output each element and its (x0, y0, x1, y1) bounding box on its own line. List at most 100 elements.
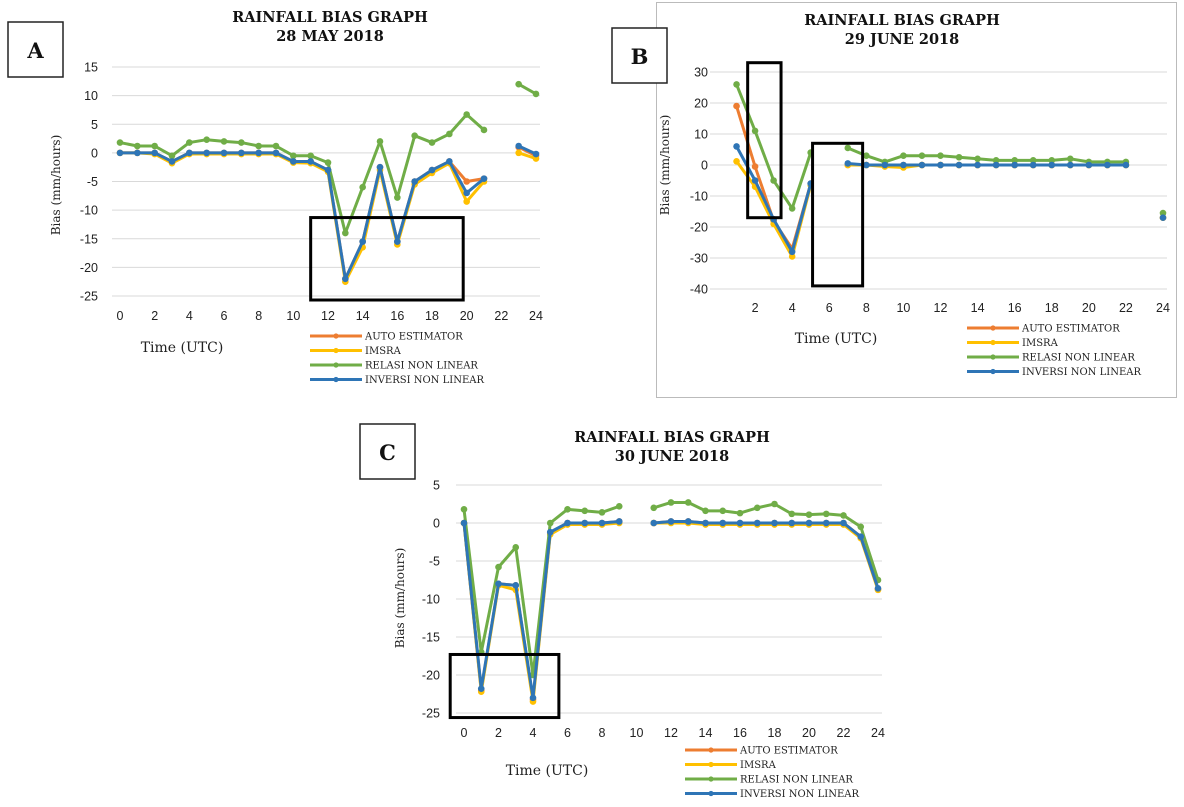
y-tick-label: 0 (433, 517, 440, 531)
data-point-relasi-non-linear (822, 510, 830, 518)
data-point-inversi-non-linear (598, 519, 606, 527)
series-line-inversi-non-linear (653, 519, 880, 589)
y-tick-label: -15 (80, 232, 98, 246)
data-point-inversi-non-linear (667, 518, 675, 525)
data-point-inversi-non-linear (512, 582, 520, 589)
data-point-inversi-non-linear (446, 158, 453, 165)
data-point-relasi-non-linear (650, 504, 658, 512)
legend-label: AUTO ESTIMATOR (1021, 324, 1120, 335)
data-point-inversi-non-linear (650, 519, 658, 527)
data-point-relasi-non-linear (771, 500, 778, 508)
y-tick-label: -10 (422, 593, 440, 607)
data-point-inversi-non-linear (238, 149, 245, 157)
data-point-relasi-non-linear (702, 507, 709, 515)
data-point-inversi-non-linear (918, 161, 926, 169)
data-point-inversi-non-linear (684, 518, 692, 525)
legend-label: IMSRA (365, 346, 402, 357)
x-tick-label: 20 (1082, 301, 1096, 315)
series-line-relasi-non-linear (517, 82, 537, 96)
data-point-relasi-non-linear (719, 507, 727, 515)
data-point-inversi-non-linear (186, 149, 193, 157)
legend: AUTO ESTIMATOR IMSRA RELASI NON LINEAR INVE… (310, 332, 484, 386)
data-point-relasi-non-linear (667, 499, 675, 506)
data-point-inversi-non-linear (255, 149, 262, 157)
data-point-inversi-non-linear (844, 160, 852, 167)
data-point-inversi-non-linear (581, 519, 589, 527)
panel-c-letter-box (359, 423, 416, 480)
legend-marker (333, 362, 339, 368)
data-point-inversi-non-linear (822, 519, 830, 527)
legend-marker (990, 354, 996, 360)
data-point-relasi-non-linear (446, 130, 453, 138)
data-point-inversi-non-linear (702, 519, 709, 527)
data-point-inversi-non-linear (359, 238, 366, 245)
chart-title: RAINFALL BIAS GRAPH (232, 9, 428, 26)
data-point-inversi-non-linear (203, 149, 210, 157)
data-point-imsra (788, 253, 796, 260)
data-point-relasi-non-linear (512, 544, 520, 551)
data-point-inversi-non-linear (480, 175, 488, 182)
x-tick-label: 22 (494, 309, 508, 323)
data-point-relasi-non-linear (168, 152, 176, 160)
y-tick-label: 10 (84, 89, 98, 103)
x-tick-label: 16 (390, 309, 404, 323)
x-tick-label: 16 (1008, 301, 1022, 315)
data-point-relasi-non-linear (736, 509, 744, 517)
legend-label: RELASI NON LINEAR (365, 361, 478, 372)
data-point-inversi-non-linear (168, 158, 176, 165)
y-tick-label: 0 (701, 159, 708, 173)
legend-label: INVERSI NON LINEAR (365, 375, 484, 386)
x-axis-label: Time (UTC) (506, 763, 589, 779)
x-tick-label: 8 (255, 309, 262, 323)
x-tick-label: 0 (461, 726, 468, 740)
data-point-relasi-non-linear (974, 155, 981, 163)
x-axis-label: Time (UTC) (795, 331, 878, 347)
data-point-relasi-non-linear (546, 519, 554, 527)
data-point-auto-estimator (751, 163, 759, 170)
series-line-inversi-non-linear (847, 161, 1126, 167)
data-point-inversi-non-linear (428, 166, 436, 174)
y-tick-label: -15 (422, 631, 440, 645)
data-point-inversi-non-linear (290, 158, 297, 165)
series-line-relasi-non-linear (119, 113, 485, 235)
x-tick-label: 14 (971, 301, 985, 315)
data-point-relasi-non-linear (788, 510, 796, 518)
data-point-relasi-non-linear (581, 507, 589, 515)
legend-marker (708, 790, 714, 797)
data-point-inversi-non-linear (1085, 161, 1093, 169)
data-point-auto-estimator (733, 102, 740, 110)
data-point-inversi-non-linear (495, 580, 502, 588)
data-point-imsra (532, 155, 540, 162)
data-point-relasi-non-linear (992, 157, 1000, 164)
y-tick-label: 0 (91, 146, 98, 160)
x-tick-label: 18 (425, 309, 439, 323)
data-point-relasi-non-linear (857, 523, 865, 531)
data-point-relasi-non-linear (615, 502, 623, 510)
data-point-inversi-non-linear (342, 275, 349, 283)
y-tick-label: -40 (690, 283, 708, 297)
legend-marker (708, 776, 714, 782)
data-point-inversi-non-linear (771, 519, 778, 527)
legend-marker (990, 325, 996, 331)
x-tick-label: 2 (752, 301, 759, 315)
data-point-relasi-non-linear (770, 177, 777, 184)
chart-subtitle: 30 JUNE 2018 (615, 448, 729, 465)
data-point-inversi-non-linear (753, 519, 761, 527)
data-point-relasi-non-linear (495, 563, 502, 571)
data-point-relasi-non-linear (733, 81, 740, 88)
legend-marker (708, 761, 714, 768)
data-point-inversi-non-linear (134, 149, 141, 157)
data-point-imsra (733, 157, 740, 165)
highlight-box (309, 216, 465, 302)
data-point-inversi-non-linear (1159, 214, 1167, 221)
panel-a-letter: A (26, 38, 44, 63)
data-point-inversi-non-linear (805, 519, 813, 527)
highlight-box (448, 652, 561, 720)
x-tick-label: 8 (863, 301, 870, 315)
data-point-inversi-non-linear (324, 166, 332, 174)
legend-label: IMSRA (740, 760, 777, 771)
y-tick-label: 10 (694, 128, 708, 142)
y-tick-label: -30 (690, 252, 708, 266)
data-point-relasi-non-linear (324, 159, 332, 166)
